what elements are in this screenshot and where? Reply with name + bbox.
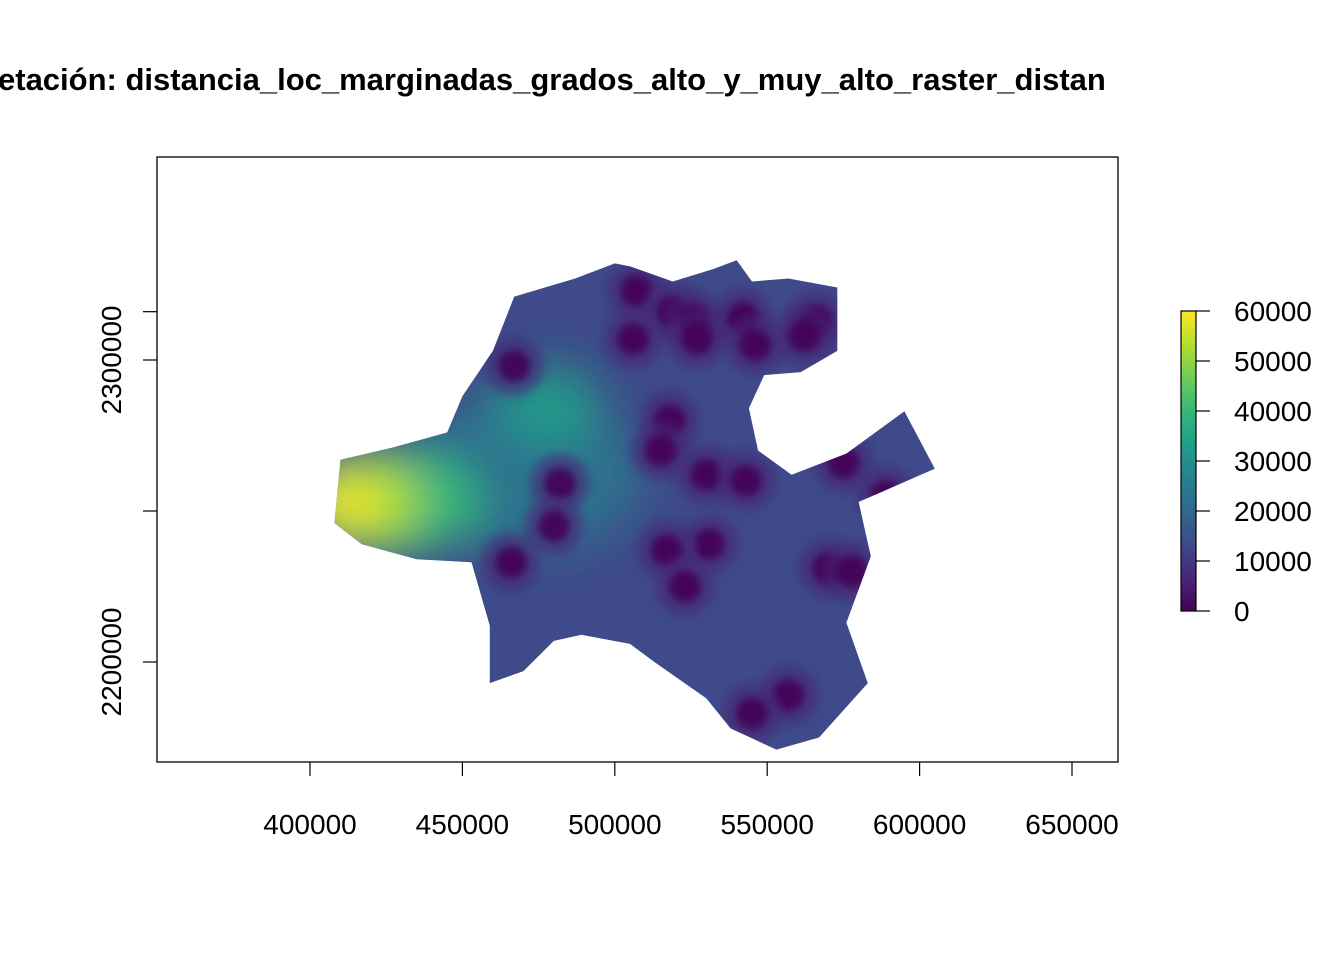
y-tick-label: 2200000: [96, 607, 127, 716]
x-tick-label: 550000: [720, 809, 813, 840]
locality-center: [735, 697, 768, 730]
locality-center: [836, 555, 869, 588]
x-tick-label: 400000: [263, 809, 356, 840]
y-tick-label: 2300000: [96, 305, 127, 414]
locality-center: [498, 350, 531, 383]
legend-tick-label: 0: [1234, 596, 1250, 627]
locality-center: [729, 464, 762, 497]
locality-center: [617, 322, 650, 355]
legend-colorbar: [1180, 310, 1197, 612]
legend-tick-label: 20000: [1234, 496, 1312, 527]
locality-center: [772, 679, 805, 712]
x-tick-label: 500000: [568, 809, 661, 840]
x-tick-label: 450000: [416, 809, 509, 840]
legend-tick-label: 60000: [1234, 296, 1312, 327]
locality-center: [693, 528, 726, 561]
locality-center: [537, 510, 570, 543]
x-tick-label: 600000: [873, 809, 966, 840]
locality-center: [650, 534, 683, 567]
x-axis: 400000 450000 500000 550000 600000 650000: [263, 762, 1119, 840]
locality-center: [870, 479, 903, 512]
distance-peak: [334, 477, 373, 526]
legend-tick-label: 40000: [1234, 396, 1312, 427]
locality-center: [644, 434, 677, 467]
y-axis: 2300000 2200000: [96, 305, 157, 717]
locality-center: [690, 458, 723, 491]
locality-center: [787, 319, 820, 352]
legend-tick-label: 50000: [1234, 346, 1312, 377]
color-legend: 0 10000 20000 30000 40000 50000 60000: [1180, 296, 1312, 627]
locality-center: [681, 322, 714, 355]
plot-title: etación: distancia_loc_marginadas_grados…: [0, 62, 1106, 97]
plot-frame: [156, 156, 1119, 763]
locality-center: [668, 570, 701, 603]
locality-center: [620, 274, 653, 307]
locality-center: [739, 328, 772, 361]
legend-tick-label: 30000: [1234, 446, 1312, 477]
locality-center: [495, 546, 528, 579]
raster-map: [334, 260, 935, 750]
legend-tick-label: 10000: [1234, 546, 1312, 577]
locality-center: [827, 446, 860, 479]
x-tick-label: 650000: [1025, 809, 1118, 840]
legend-ticks: 0 10000 20000 30000 40000 50000 60000: [1196, 296, 1312, 627]
locality-center: [543, 467, 576, 500]
